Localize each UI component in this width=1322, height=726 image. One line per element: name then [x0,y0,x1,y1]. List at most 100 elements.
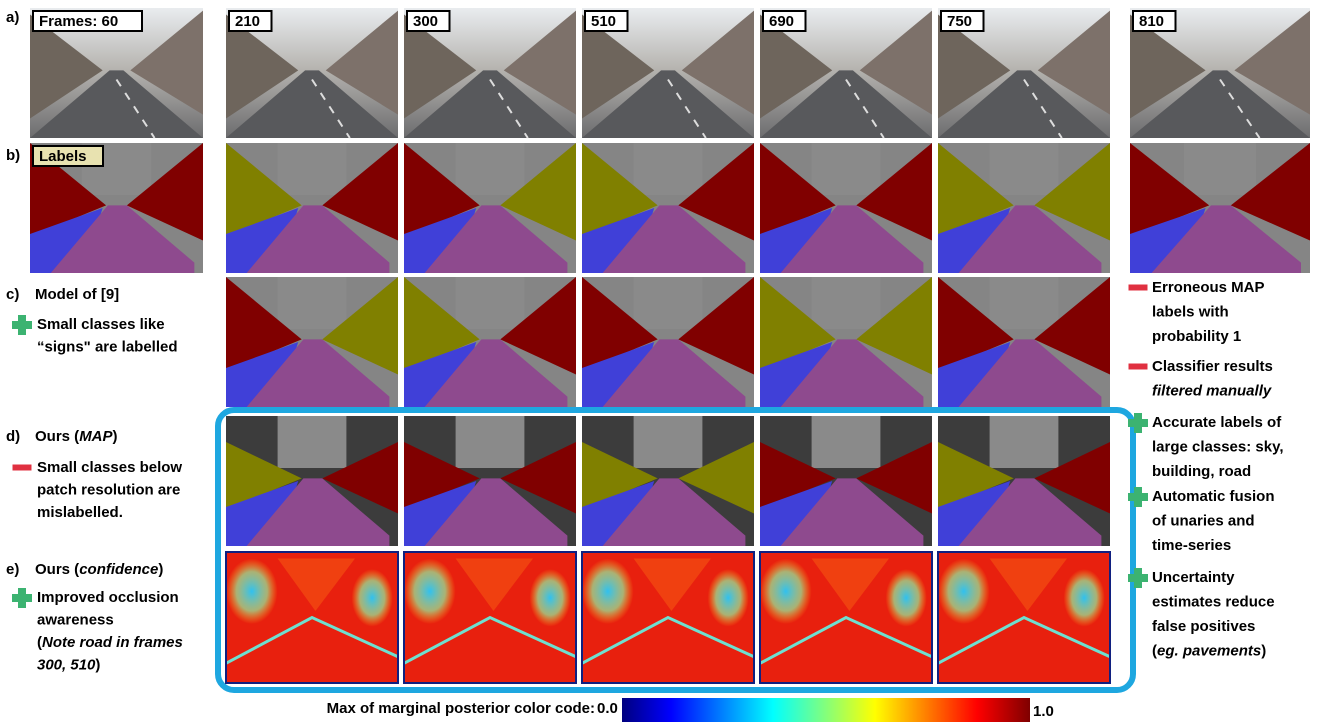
frame-tag: 750 [947,13,972,30]
row-label: d) [6,428,20,445]
note-heading-part: confidence [79,561,158,578]
confidence-low [886,569,927,627]
seg-sky [456,416,525,468]
seg-sky [634,416,703,468]
colorbar-max: 1.0 [1033,703,1054,720]
note-line-part: ) [95,656,100,673]
note-line-part: Accurate labels of [1152,414,1282,431]
note-line-part: Classifier results [1152,358,1273,375]
frame-tag: Frames: 60 [39,13,118,30]
labels-tag: Labels [39,148,87,165]
note-heading-part: ) [113,428,118,445]
note-line-part: Note road in frames [42,634,183,651]
figure: Max of marginal posterior color code: 0.… [0,0,1322,726]
note-line-part: patch resolution are [37,481,180,498]
note-line-part: eg. pavements [1157,642,1261,659]
note-line: Improved occlusion [37,589,179,606]
note-line: filtered manually [1152,382,1272,399]
seg-sky [456,143,525,195]
frame-tag: 210 [235,13,260,30]
note-line-part: Uncertainty [1152,569,1235,586]
row-label: a) [6,9,19,26]
colorbar [622,698,1030,722]
seg-sky [990,143,1059,195]
seg-sky [1184,143,1256,195]
minus-icon [1128,284,1148,291]
seg-sky [456,277,525,329]
confidence-low [226,559,278,625]
note-line-part: awareness [37,611,114,628]
note-line-part: Small classes below [37,459,182,476]
row-label: e) [6,561,19,578]
seg-sky [812,416,881,468]
note-line: probability 1 [1152,328,1241,345]
note-line: Classifier results [1152,358,1273,375]
note-line: “signs" are labelled [37,338,178,355]
confidence-low [708,569,749,627]
note-line: Automatic fusion [1152,488,1275,505]
confidence-low [760,559,812,625]
note-heading: Ours (confidence) [35,561,163,578]
note-line-part: filtered manually [1152,382,1272,399]
note-heading: Model of [9] [35,286,119,303]
note-heading: Ours (MAP) [35,428,118,445]
colorbar-min: 0.0 [597,700,618,717]
note-line-part: time-series [1152,537,1231,554]
note-line: Erroneous MAP [1152,279,1265,296]
page: Max of marginal posterior color code: 0.… [0,0,1322,726]
note-line-part: ) [1261,642,1266,659]
seg-sky [278,277,347,329]
note-line-part: probability 1 [1152,328,1241,345]
note-line: (eg. pavements) [1152,642,1266,659]
frame-tag: 300 [413,13,438,30]
note-line: mislabelled. [37,504,123,521]
note-line-part: mislabelled. [37,504,123,521]
plus-icon [1128,493,1148,501]
frame-tag: 690 [769,13,794,30]
note-line-part: “signs" are labelled [37,338,178,355]
note-line: building, road [1152,463,1251,480]
note-heading-part: MAP [79,428,113,445]
note-line-part: Small classes like [37,316,165,333]
confidence-low [352,569,393,627]
confidence-low [1064,569,1105,627]
seg-sky [812,277,881,329]
seg-sky [990,416,1059,468]
note-line-part: Improved occlusion [37,589,179,606]
note-line-part: building, road [1152,463,1251,480]
note-line-part: large classes: sky, [1152,438,1283,455]
note-line: Accurate labels of [1152,414,1282,431]
row-label: c) [6,286,19,303]
note-line: patch resolution are [37,481,180,498]
minus-icon [12,464,32,471]
note-heading-part: Model of [9] [35,286,119,303]
plus-icon [1128,574,1148,582]
note-line: time-series [1152,537,1231,554]
confidence-low [404,559,456,625]
plus-icon [12,594,32,602]
note-line-part: labels with [1152,303,1229,320]
seg-sky [812,143,881,195]
plus-icon [12,321,32,329]
note-line-part: estimates reduce [1152,593,1275,610]
colorbar-caption: Max of marginal posterior color code: [327,700,595,717]
note-line: (Note road in frames [37,634,183,651]
note-line: Small classes below [37,459,182,476]
note-line: estimates reduce [1152,593,1275,610]
note-line-part: Automatic fusion [1152,488,1275,505]
note-line: large classes: sky, [1152,438,1283,455]
note-heading-part: Ours ( [35,561,79,578]
frame-tag: 810 [1139,13,1164,30]
note-line: 300, 510) [37,656,100,673]
note-line-part: false positives [1152,618,1255,635]
minus-icon [1128,363,1148,370]
confidence-low [938,559,990,625]
note-heading-part: Ours ( [35,428,79,445]
note-line: false positives [1152,618,1255,635]
confidence-low [530,569,571,627]
seg-sky [634,277,703,329]
plus-icon [1128,419,1148,427]
seg-sky [634,143,703,195]
row-label: b) [6,147,20,164]
note-line-part: Erroneous MAP [1152,279,1265,296]
